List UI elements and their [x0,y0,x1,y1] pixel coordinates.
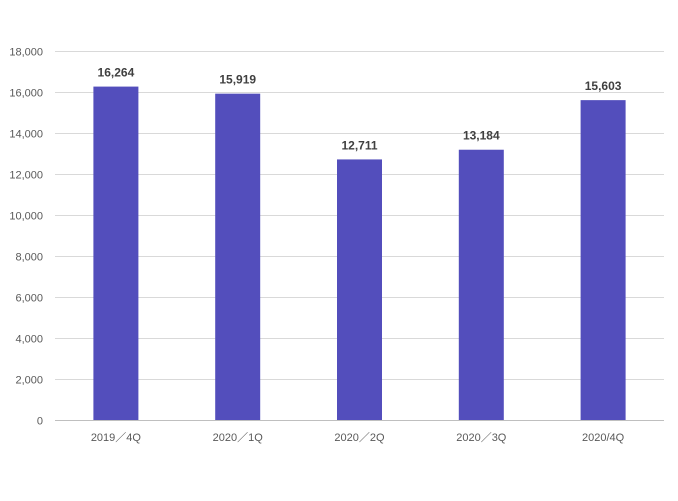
data-label: 16,264 [98,66,135,80]
data-label: 13,184 [463,129,500,143]
bar [215,93,261,421]
y-tick-label: 16,000 [9,88,43,100]
bars [93,86,626,421]
x-tick-label: 2019／4Q [91,431,142,444]
y-tick-label: 10,000 [9,211,43,223]
data-labels: 16,264 15,919 12,711 13,184 15,603 [98,66,622,153]
y-tick-label: 18,000 [9,47,43,59]
y-tick-label: 6,000 [15,293,43,305]
x-axis-labels: 2019／4Q 2020／1Q 2020／2Q 2020／3Q 2020/4Q [91,431,625,444]
bar [458,149,504,420]
y-tick-label: 4,000 [15,334,43,346]
bar [337,159,382,420]
y-tick-label: 12,000 [9,170,43,182]
y-tick-label: 0 [37,416,43,428]
x-tick-label: 2020／2Q [334,431,385,444]
data-label: 15,919 [219,73,256,87]
data-label: 15,603 [585,79,622,93]
y-axis-labels: 0 2,000 4,000 6,000 8,000 10,000 12,000 14,000 1… [9,47,43,428]
y-tick-label: 8,000 [15,252,43,264]
bar [93,86,139,420]
data-label: 12,711 [341,138,377,152]
bar [580,100,626,421]
y-tick-label: 2,000 [15,375,43,387]
y-tick-label: 14,000 [9,129,43,141]
x-tick-label: 2020／1Q [213,431,264,444]
x-tick-label: 2020/4Q [582,432,625,444]
x-tick-label: 2020／3Q [456,431,507,444]
